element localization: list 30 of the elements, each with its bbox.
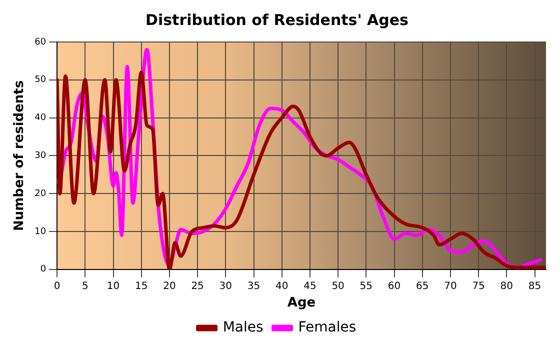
legend-label: Males xyxy=(222,320,264,336)
y-tick-label: 20 xyxy=(34,188,46,199)
x-tick-label: 65 xyxy=(416,280,429,292)
y-tick-label: 0 xyxy=(40,264,46,275)
x-tick-label: 40 xyxy=(275,280,288,292)
x-axis-title: Age xyxy=(287,296,316,311)
x-tick-label: 15 xyxy=(134,280,148,292)
chart-title: Distribution of Residents' Ages xyxy=(146,10,409,29)
x-tick-label: 30 xyxy=(219,280,232,292)
y-tick-label: 10 xyxy=(34,226,46,237)
x-tick-label: 50 xyxy=(332,280,344,292)
x-tick-label: 55 xyxy=(360,280,373,292)
x-tick-label: 70 xyxy=(444,280,457,292)
y-tick-label: 30 xyxy=(34,151,46,162)
legend-label: Females xyxy=(298,320,356,336)
x-tick-label: 20 xyxy=(163,280,176,292)
x-tick-label: 0 xyxy=(54,280,60,292)
x-tick-label: 45 xyxy=(304,280,316,292)
x-tick-label: 35 xyxy=(247,280,260,292)
y-tick-label: 50 xyxy=(34,75,46,86)
x-tick-label: 85 xyxy=(528,280,542,292)
y-tick-label: 60 xyxy=(34,37,46,48)
x-tick-label: 80 xyxy=(500,280,514,292)
x-tick-label: 60 xyxy=(388,280,401,292)
x-tick-label: 75 xyxy=(472,280,485,292)
y-tick-label: 40 xyxy=(34,113,46,124)
y-axis-title: Number of residents xyxy=(12,80,28,232)
x-tick-label: 25 xyxy=(191,280,204,292)
x-tick-label: 10 xyxy=(106,280,120,292)
x-tick-label: 5 xyxy=(82,280,88,292)
